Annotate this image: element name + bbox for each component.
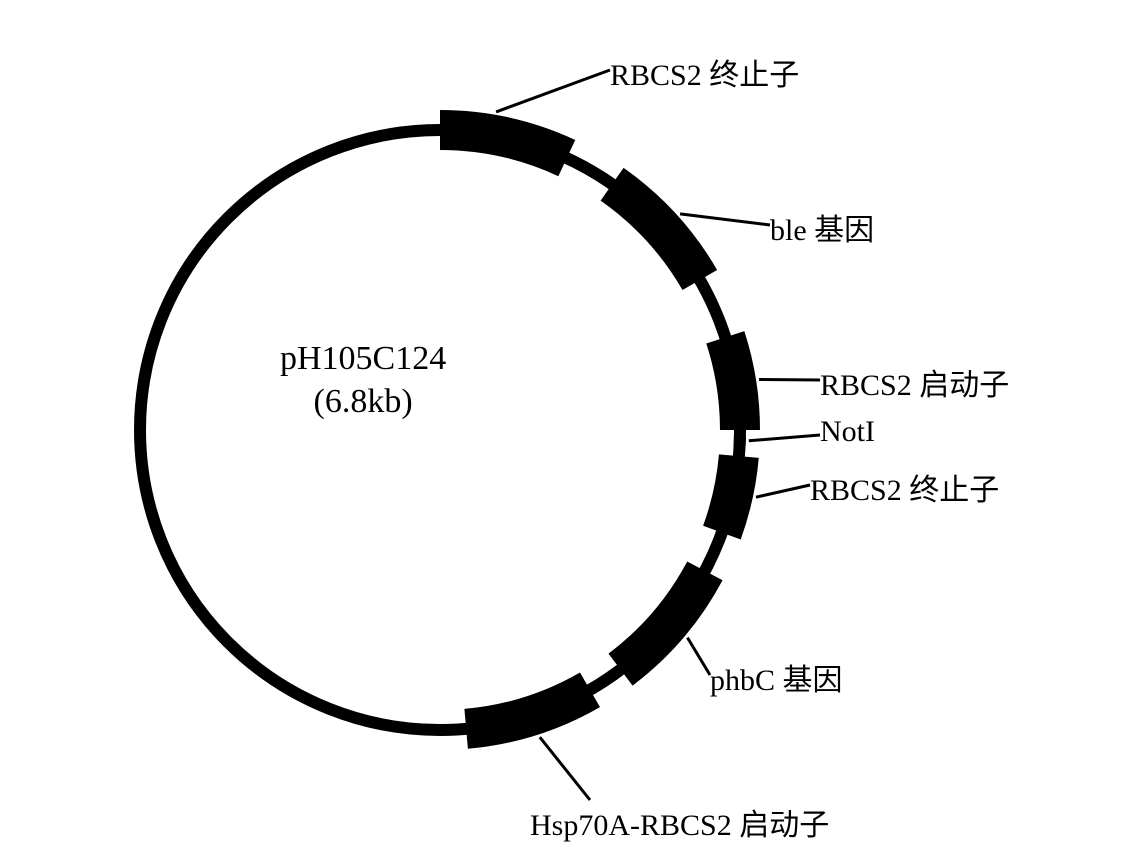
ble-gene-arc	[601, 168, 718, 290]
ble-gene-label: ble 基因	[770, 205, 874, 249]
phbc-gene-leader	[687, 638, 710, 675]
ble-gene-leader	[680, 214, 770, 225]
noti-site-label: NotI	[820, 415, 875, 449]
rbcs2-terminator-1-arc	[440, 110, 575, 176]
plasmid-size: (6.8kb)	[280, 383, 446, 421]
plasmid-diagram: pH105C124 (6.8kb)	[50, 30, 750, 730]
rbcs2-promoter-1-leader	[759, 379, 820, 380]
noti-site-arc	[734, 435, 746, 446]
rbcs2-promoter-1-arc	[706, 331, 760, 430]
phbc-gene-label: phbC 基因	[710, 655, 843, 699]
rbcs2-terminator-1-label: RBCS2 终止子	[610, 50, 799, 94]
rbcs2-terminator-1-leader	[496, 70, 610, 112]
rbcs2-terminator-2-label: RBCS2 终止子	[810, 465, 999, 509]
hsp70a-rbcs2-promoter-label: Hsp70A-RBCS2 启动子	[530, 800, 829, 844]
hsp70a-rbcs2-promoter-arc	[464, 672, 600, 748]
plasmid-name: pH105C124	[280, 340, 446, 377]
hsp70a-rbcs2-promoter-leader	[540, 737, 590, 800]
rbcs2-terminator-2-arc	[703, 454, 759, 539]
noti-site-leader	[749, 435, 820, 441]
rbcs2-promoter-1-label: RBCS2 启动子	[820, 360, 1009, 404]
plasmid-center-label: pH105C124 (6.8kb)	[280, 340, 446, 421]
rbcs2-terminator-2-leader	[756, 485, 810, 497]
